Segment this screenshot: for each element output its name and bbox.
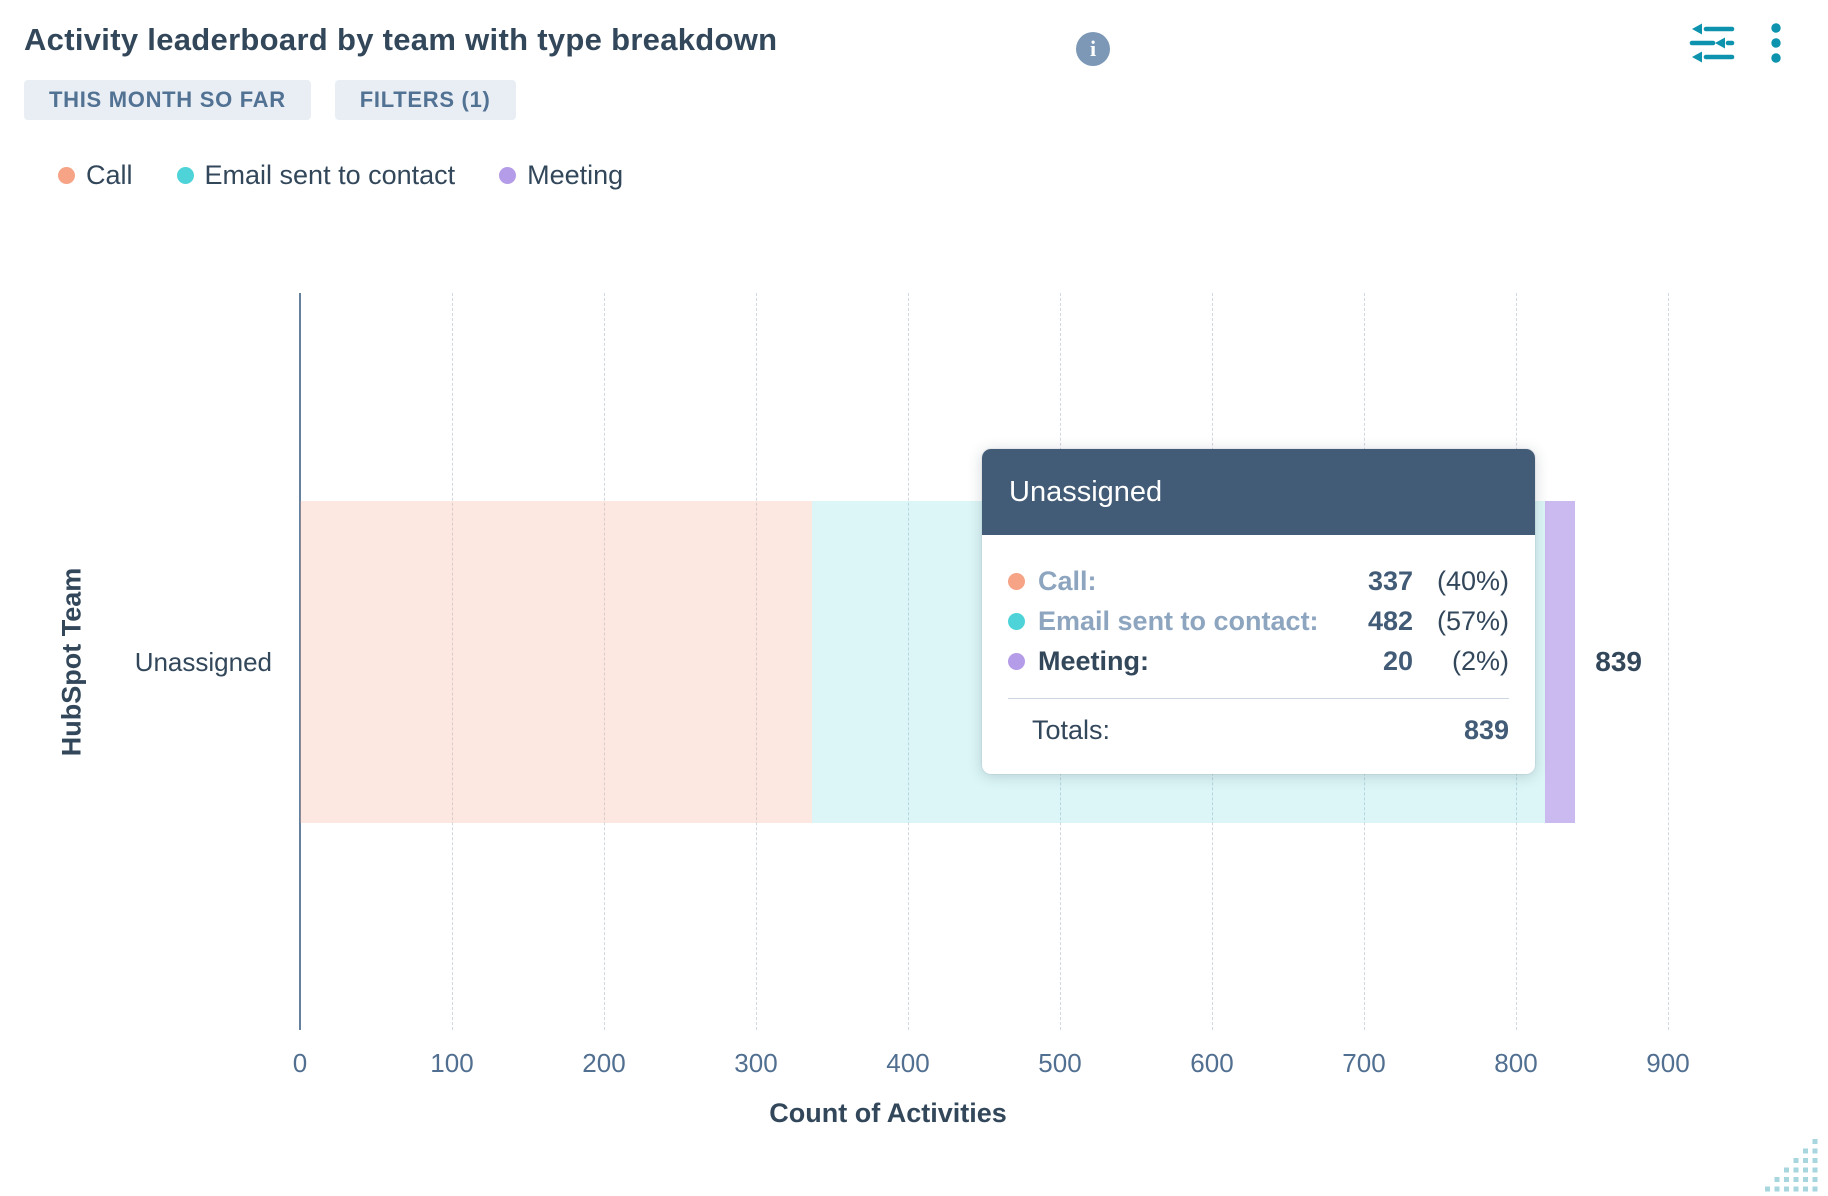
email-dot-icon (1008, 612, 1025, 630)
x-tick-label: 400 (886, 1048, 930, 1078)
x-tick-label: 200 (582, 1048, 626, 1078)
tooltip-divider (1008, 698, 1509, 699)
x-tick-label: 100 (430, 1048, 474, 1078)
legend-item-call[interactable]: Call (58, 160, 133, 191)
tooltip-row-label: Meeting: (1038, 645, 1149, 676)
x-tick-label: 800 (1494, 1048, 1538, 1078)
bar-segment-meeting[interactable] (1544, 501, 1576, 823)
tooltip-row-label: Call: (1038, 565, 1097, 596)
legend-label: Call (86, 160, 133, 190)
category-label: Unassigned (134, 647, 272, 677)
email-legend-dot-icon (176, 167, 194, 184)
call-dot-icon (1008, 572, 1025, 590)
tooltip-row-email: Email sent to contact: 482 (57%) (1008, 601, 1509, 641)
tooltip-body: Call: 337 (40%) Email sent to contact: 4… (982, 535, 1535, 774)
tooltip-totals-row: Totals: 839 (1008, 715, 1509, 746)
kebab-menu-icon (1770, 21, 1782, 70)
y-axis-line (299, 293, 301, 1030)
bar-total-label: 839 (1595, 646, 1642, 677)
tooltip-row-value: 337 (1367, 565, 1413, 596)
legend-item-email-sent-to-contact[interactable]: Email sent to contact (176, 160, 456, 191)
filters-badge[interactable]: FILTERS (1) (334, 80, 516, 120)
page-title: Activity leaderboard by team with type b… (24, 22, 778, 57)
tooltip-totals-label: Totals: (1032, 715, 1111, 745)
legend-item-meeting[interactable]: Meeting (499, 160, 623, 191)
x-tick-label: 0 (292, 1048, 308, 1078)
x-tick-label: 500 (1038, 1048, 1082, 1078)
meeting-legend-dot-icon (499, 167, 517, 184)
x-tick-label: 600 (1190, 1048, 1234, 1078)
tooltip-row-percent: (40%) (1436, 565, 1509, 596)
info-icon[interactable]: i (1076, 32, 1110, 66)
info-icon-glyph: i (1089, 36, 1097, 61)
tooltip-title: Unassigned (982, 449, 1535, 535)
tooltip-row-percent: (57%) (1436, 605, 1509, 636)
more-actions-button[interactable] (1756, 22, 1796, 68)
resize-grip-icon[interactable] (1762, 1136, 1824, 1194)
report-settings-button[interactable] (1688, 22, 1736, 68)
gridline (452, 293, 453, 1030)
tooltip-totals-value: 839 (1463, 715, 1509, 745)
tooltip-row-percent: (2%) (1451, 645, 1509, 676)
bar-segment-call[interactable] (300, 501, 813, 823)
gridline (604, 293, 605, 1030)
legend-label: Meeting (527, 160, 624, 190)
meeting-dot-icon (1008, 652, 1025, 670)
gridline (1668, 293, 1669, 1030)
chart-legend: Call Email sent to contact Meeting (58, 160, 623, 191)
sliders-icon (1689, 22, 1735, 69)
tooltip-row-value: 20 (1382, 645, 1413, 676)
tooltip-row-label: Email sent to contact: (1038, 605, 1319, 636)
legend-label: Email sent to contact (204, 160, 456, 190)
gridline (756, 293, 757, 1030)
tooltip-row-meeting: Meeting: 20 (2%) (1008, 641, 1509, 681)
tooltip-row-value: 482 (1367, 605, 1413, 636)
x-tick-label: 300 (734, 1048, 778, 1078)
tooltip-row-call: Call: 337 (40%) (1008, 561, 1509, 601)
gridline (908, 293, 909, 1030)
call-legend-dot-icon (58, 167, 75, 184)
x-axis-title: Count of Activities (769, 1098, 1007, 1128)
date-range-badge[interactable]: THIS MONTH SO FAR (24, 80, 311, 120)
x-tick-label: 900 (1646, 1048, 1690, 1078)
hover-tooltip: Unassigned Call: 337 (40%) Email sent to… (982, 449, 1535, 774)
x-tick-label: 700 (1342, 1048, 1386, 1078)
badge-row: THIS MONTH SO FAR FILTERS (1) (24, 80, 516, 120)
